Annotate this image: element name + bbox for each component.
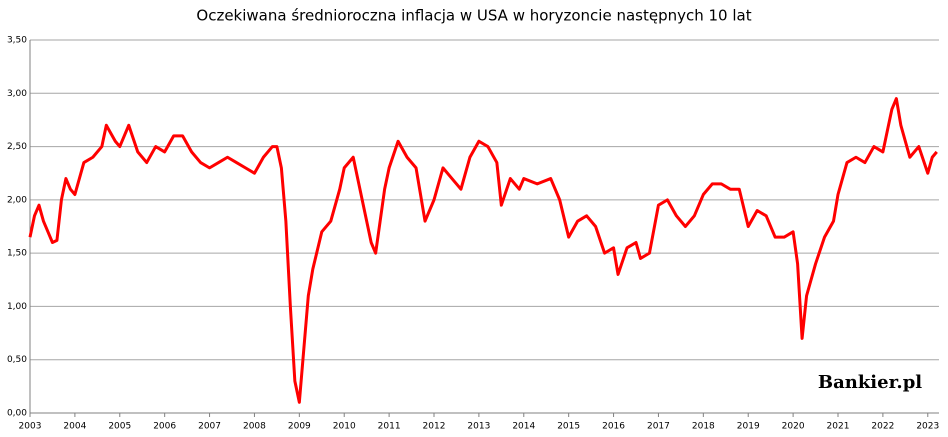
y-tick-label: 1,50 (7, 249, 27, 259)
x-tick-label: 2004 (63, 422, 86, 432)
x-tick-label: 2009 (288, 422, 311, 432)
x-tick-label: 2006 (153, 422, 176, 432)
x-tick-label: 2022 (871, 422, 894, 432)
x-tick-label: 2014 (512, 422, 535, 432)
x-tick-label: 2023 (916, 422, 939, 432)
chart-title: Oczekiwana średnioroczna inflacja w USA … (196, 7, 751, 25)
x-tick-label: 2016 (602, 422, 625, 432)
y-tick-label: 3,50 (7, 36, 27, 46)
x-tick-label: 2019 (737, 422, 760, 432)
x-tick-label: 2017 (647, 422, 670, 432)
x-tick-label: 2003 (19, 422, 42, 432)
x-tick-label: 2005 (108, 422, 131, 432)
x-tick-label: 2018 (692, 422, 715, 432)
x-tick-label: 2011 (378, 422, 401, 432)
x-tick-label: 2012 (423, 422, 446, 432)
x-tick-label: 2007 (198, 422, 221, 432)
x-tick-label: 2020 (782, 422, 805, 432)
y-tick-label: 2,50 (7, 142, 27, 152)
y-tick-label: 0,50 (7, 355, 27, 365)
watermark: Bankier.pl (818, 372, 922, 393)
x-tick-label: 2021 (827, 422, 850, 432)
y-tick-label: 1,00 (7, 302, 27, 312)
x-tick-label: 2008 (243, 422, 266, 432)
y-tick-label: 0,00 (7, 409, 27, 419)
x-tick-label: 2015 (557, 422, 580, 432)
y-tick-label: 2,00 (7, 195, 27, 205)
x-tick-label: 2010 (333, 422, 356, 432)
line-series (28, 97, 938, 404)
y-tick-label: 3,00 (7, 89, 27, 99)
x-tick-label: 2013 (467, 422, 490, 432)
